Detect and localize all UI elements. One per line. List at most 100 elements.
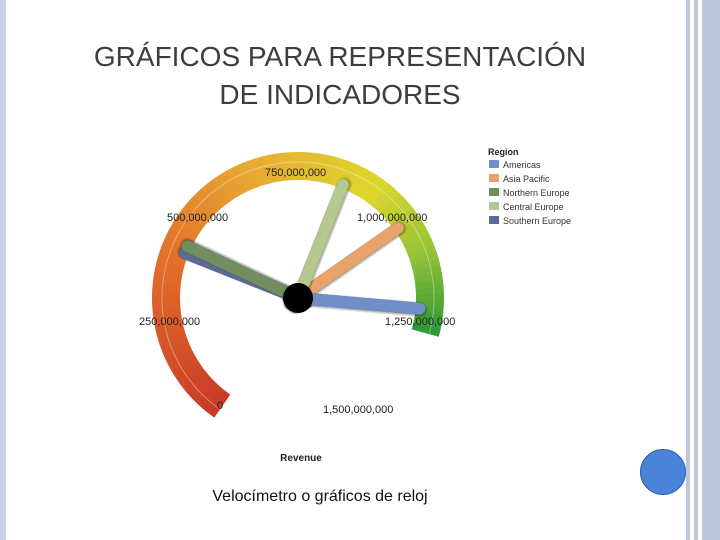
gauge-arc-segment [357, 171, 378, 200]
gauge-arc-segment [375, 187, 400, 214]
gauge-arc-segment [268, 153, 281, 183]
gauge-arc-segment [415, 293, 445, 302]
legend-swatch [489, 160, 499, 168]
gauge-arc-segment [411, 258, 441, 273]
gauge-tick-label: 1,000,000,000 [357, 212, 427, 224]
gauge-tick-label: 1,250,000,000 [385, 316, 455, 328]
gauge-arc-segment [156, 253, 186, 269]
decorative-circle [640, 449, 686, 495]
gauge-arc-segment [325, 155, 340, 185]
gauge-arc-segment [199, 184, 224, 211]
gauge-arc-segment [158, 247, 188, 264]
gauge-arc-segment [383, 197, 410, 222]
legend-label: Americas [503, 160, 541, 170]
gauge-arc-segment [167, 351, 196, 371]
gauge-tick-label: 0 [217, 400, 223, 412]
legend-title: Region [488, 147, 519, 157]
gauge-arc-segment [169, 221, 198, 242]
gauge-arc-segment [187, 374, 213, 400]
gauge-arc-segment [189, 194, 216, 219]
gauge-arc-segment [410, 252, 439, 268]
slide-caption: Velocímetro o gráficos de reloj [212, 488, 428, 505]
gauge-arc-segment [176, 209, 204, 233]
gauge-needles [178, 178, 426, 316]
gauge-arc-segment [387, 203, 415, 227]
gauge-arc-segment [330, 157, 347, 187]
gauge-arc-segment [205, 180, 229, 207]
gauge-arc-highlight [161, 161, 435, 410]
gauge-arc-segment [254, 156, 270, 186]
gauge-arc-segment [182, 370, 210, 394]
gauge-arc-segment [197, 383, 222, 409]
gauge-arc-segment [379, 192, 405, 218]
gauge-arc-segment [207, 390, 231, 418]
gauge-hub [283, 283, 313, 313]
gauge-needle-americas [281, 290, 426, 316]
legend-swatch [489, 188, 499, 196]
legend-label: Southern Europe [503, 216, 571, 226]
gauge-arc-segment [366, 179, 390, 206]
gauge-arc-segment [346, 165, 366, 194]
gauge-arc-segment [405, 238, 435, 257]
gauge-arc-segment [164, 346, 194, 365]
gauge-arc-segment [228, 165, 248, 195]
gauge-arc-segment [202, 387, 226, 414]
gauge-arc-segment [408, 245, 437, 262]
gauge-arc-segment [415, 279, 444, 290]
gauge-arc-segment [313, 153, 326, 183]
gauge-arc-segment [235, 162, 254, 192]
gauge-arc-segment [400, 226, 429, 246]
gauge-arc-segment [351, 168, 372, 197]
legend: Region Americas Asia Pacific Northern Euro… [488, 147, 571, 226]
gauge-tick-label: 1,500,000,000 [323, 404, 393, 416]
gauge-arc-segment [413, 317, 443, 330]
gauge-needle-asia-pacific [283, 221, 405, 311]
gauge-arc-segment [397, 220, 426, 241]
slide-title-line2: DE INDICADORES [219, 79, 461, 110]
gauge-arc-segment [248, 158, 264, 188]
gauge-arc-segment [155, 324, 185, 339]
legend-label: Asia Pacific [503, 174, 550, 184]
legend-label: Central Europe [503, 202, 564, 212]
legend-label: Northern Europe [503, 188, 570, 198]
legend-swatch [489, 174, 499, 182]
gauge-arc-segment [241, 160, 259, 190]
legend-swatch [489, 216, 499, 224]
gauge-axis-label: Revenue [280, 453, 322, 464]
gauge-arc-segment [157, 329, 187, 346]
left-border-bar [0, 0, 6, 540]
gauge-arc-segment [152, 301, 181, 311]
legend-swatch [489, 202, 499, 210]
gauge-arc-segment [319, 154, 333, 184]
gauge-arc-segment [153, 267, 183, 280]
gauge-arc-segment [289, 152, 298, 181]
gauge-arc-segment [413, 265, 442, 279]
gauge-arc-segment [174, 361, 203, 383]
gauge-arc-segment [152, 274, 182, 286]
gauge-arc-segment [361, 175, 384, 203]
gauge-arc-segment [152, 295, 181, 304]
gauge-arc-segment [222, 169, 243, 197]
gauge-arc-segment [282, 152, 292, 181]
gauge-arc-segment [185, 199, 212, 224]
gauge-arc-segment [296, 152, 305, 181]
gauge-arc-segment [159, 335, 189, 352]
slide-title-line1: GRÁFICOS PARA REPRESENTACIÓN [93, 41, 587, 72]
gauge-arc-segment [172, 215, 201, 238]
gauge-tick-label: 250,000,000 [139, 316, 200, 328]
gauge-arc-segment [411, 322, 441, 337]
gauge-arc-segment [155, 260, 184, 275]
gauge-arc-segment [154, 318, 184, 332]
slide-title: GRÁFICOS PARA REPRESENTACIÓN DE INDICADO… [40, 38, 640, 114]
gauge-tick-labels: 0 250,000,000 500,000,000 750,000,000 1,000,… [139, 167, 455, 416]
gauge-tick-label: 750,000,000 [265, 167, 326, 179]
gauge-arc-segment [161, 340, 191, 359]
gauge-arc-segment [210, 176, 233, 204]
gauge-arc-segment [171, 356, 199, 378]
gauge-arc-segment [415, 286, 444, 296]
gauge-arc-segment [178, 365, 206, 389]
gauge-arc-segment [371, 183, 395, 210]
gauge-arc-segment [180, 204, 208, 228]
gauge-needle-central-europe [287, 178, 350, 314]
gauge-tick-label: 500,000,000 [167, 212, 228, 224]
